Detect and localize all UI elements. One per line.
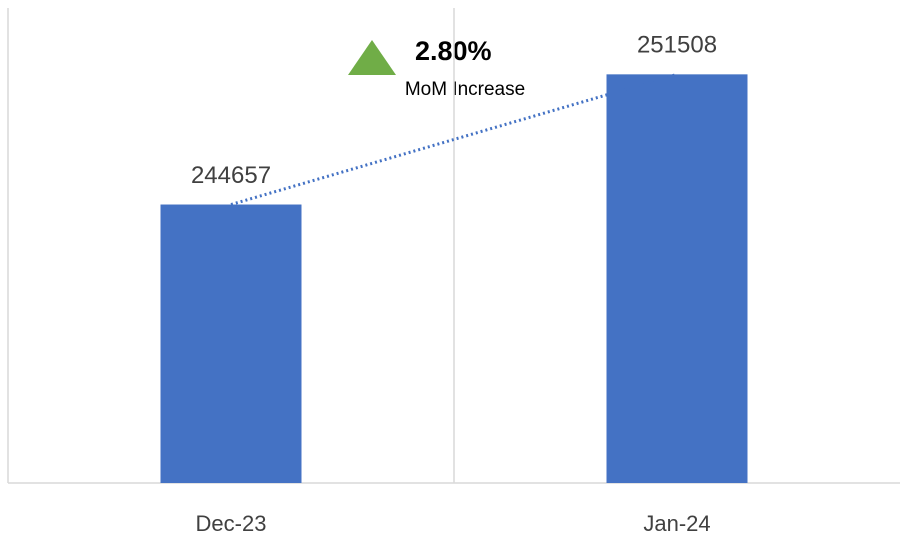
x-tick-label: Jan-24 [643, 511, 710, 536]
value-label: 251508 [637, 32, 717, 59]
bar [606, 74, 748, 484]
value-label: 244657 [191, 162, 271, 189]
x-tick-label: Dec-23 [196, 511, 267, 536]
change-caption: MoM Increase [405, 79, 525, 100]
bar [160, 204, 302, 483]
up-arrow [348, 40, 396, 75]
